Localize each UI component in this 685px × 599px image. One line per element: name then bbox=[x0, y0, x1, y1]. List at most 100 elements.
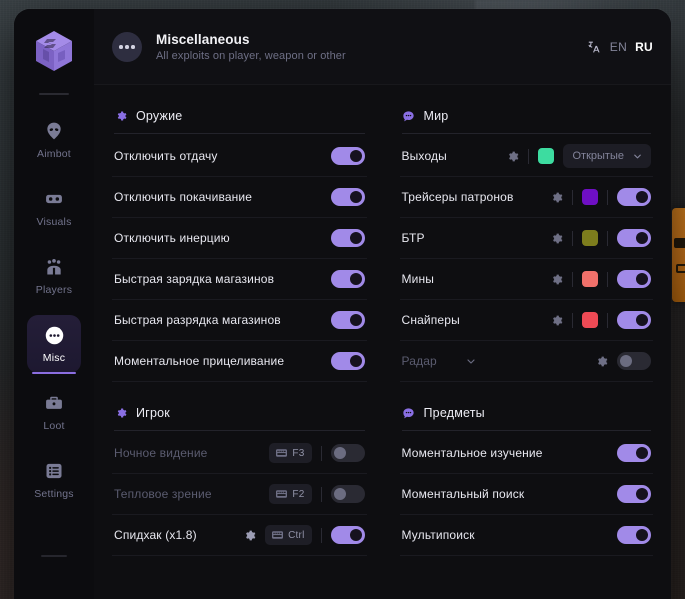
settings-gear-icon[interactable] bbox=[550, 232, 563, 245]
keybind-label: F2 bbox=[292, 488, 305, 500]
toggle-switch[interactable] bbox=[617, 485, 651, 503]
settings-gear-icon[interactable] bbox=[550, 273, 563, 286]
toggle-switch[interactable] bbox=[617, 526, 651, 544]
color-swatch[interactable] bbox=[582, 230, 598, 246]
toggle-switch[interactable] bbox=[617, 444, 651, 462]
toggle-switch[interactable] bbox=[617, 270, 651, 288]
row-controls bbox=[330, 311, 365, 329]
keybind-label: Ctrl bbox=[288, 529, 305, 541]
right-column: Мир Выходы bbox=[383, 85, 654, 599]
sidebar-item-misc[interactable]: Misc bbox=[27, 315, 81, 374]
section-rule bbox=[114, 430, 365, 431]
keybind-chip[interactable]: F3 bbox=[269, 443, 312, 463]
briefcase-icon bbox=[43, 392, 65, 414]
keybind-chip[interactable]: Ctrl bbox=[265, 525, 312, 545]
row-controls bbox=[617, 526, 651, 544]
settings-gear-icon[interactable] bbox=[243, 529, 256, 542]
separator bbox=[607, 189, 608, 205]
row-controls: F2 bbox=[269, 484, 365, 504]
section-rule bbox=[114, 133, 365, 134]
language-switcher[interactable]: EN RU bbox=[586, 39, 653, 55]
alien-icon bbox=[43, 120, 65, 142]
sidebar-item-aimbot[interactable]: Aimbot bbox=[27, 111, 81, 169]
background-app-orange[interactable] bbox=[672, 208, 685, 302]
bubble-icon bbox=[402, 407, 415, 420]
toggle-switch[interactable] bbox=[617, 229, 651, 247]
toggle-switch[interactable] bbox=[330, 147, 365, 165]
header-text: Miscellaneous All exploits on player, we… bbox=[156, 32, 346, 62]
content-area: Miscellaneous All exploits on player, we… bbox=[94, 9, 671, 599]
row-label: Снайперы bbox=[401, 313, 460, 327]
sidebar-item-label: Misc bbox=[42, 352, 66, 364]
row-controls bbox=[550, 229, 651, 247]
gear-icon bbox=[114, 110, 127, 123]
sidebar-item-visuals[interactable]: Visuals bbox=[27, 179, 81, 237]
settings-body: Оружие Отключить отдачу Отключить покачи… bbox=[94, 85, 671, 599]
language-option-en[interactable]: EN bbox=[609, 40, 628, 54]
cheat-menu-window: Aimbot Visuals Players bbox=[14, 9, 671, 599]
sg-cube-logo bbox=[26, 23, 82, 79]
expand-chevron-icon[interactable] bbox=[465, 355, 477, 367]
page-header: Miscellaneous All exploits on player, we… bbox=[94, 9, 671, 85]
separator bbox=[320, 486, 322, 502]
row-weapon-5: Моментальное прицеливание bbox=[112, 341, 367, 382]
color-swatch[interactable] bbox=[582, 189, 598, 205]
color-swatch[interactable] bbox=[537, 148, 554, 164]
language-option-ru[interactable]: RU bbox=[635, 40, 653, 54]
section-rule bbox=[401, 430, 651, 431]
color-swatch[interactable] bbox=[582, 312, 598, 328]
keyboard-icon bbox=[272, 531, 284, 539]
section-player: Игрок Ночное видение bbox=[112, 398, 367, 556]
background-app-box bbox=[676, 264, 685, 273]
toggle-switch[interactable] bbox=[330, 311, 365, 329]
chevron-down-icon bbox=[632, 151, 643, 162]
sidebar-item-label: Aimbot bbox=[37, 148, 71, 160]
row-weapon-4: Быстрая разрядка магазинов bbox=[112, 300, 367, 341]
section-weapon: Оружие Отключить отдачу Отключить покачи… bbox=[112, 101, 367, 382]
section-header: Мир bbox=[400, 101, 654, 133]
row-items-1: Моментальный поиск bbox=[399, 474, 653, 515]
sidebar-item-settings[interactable]: Settings bbox=[27, 451, 81, 509]
row-player-1: Тепловое зрение bbox=[112, 474, 367, 515]
row-label: Мины bbox=[401, 272, 435, 286]
left-column: Оружие Отключить отдачу Отключить покачи… bbox=[112, 85, 383, 599]
row-weapon-0: Отключить отдачу bbox=[112, 136, 367, 177]
row-controls bbox=[330, 188, 365, 206]
toggle-switch[interactable] bbox=[617, 352, 651, 370]
toggle-switch[interactable] bbox=[330, 229, 365, 247]
settings-gear-icon[interactable] bbox=[550, 191, 563, 204]
row-world-0: Выходы Открытые bbox=[399, 136, 653, 177]
settings-gear-icon[interactable] bbox=[506, 150, 519, 163]
goggles-icon bbox=[43, 188, 65, 210]
sidebar-divider-top bbox=[39, 93, 69, 95]
color-swatch[interactable] bbox=[582, 271, 598, 287]
section-header: Оружие bbox=[112, 101, 367, 133]
separator bbox=[572, 230, 573, 246]
settings-gear-icon[interactable] bbox=[595, 355, 608, 368]
toggle-switch[interactable] bbox=[330, 526, 365, 544]
sidebar: Aimbot Visuals Players bbox=[14, 9, 94, 599]
section-title: Оружие bbox=[136, 109, 183, 123]
toggle-switch[interactable] bbox=[330, 270, 365, 288]
sidebar-item-players[interactable]: Players bbox=[27, 247, 81, 305]
settings-gear-icon[interactable] bbox=[550, 314, 563, 327]
toggle-switch[interactable] bbox=[330, 444, 365, 462]
toggle-switch[interactable] bbox=[330, 352, 365, 370]
separator bbox=[572, 312, 573, 328]
keybind-chip[interactable]: F2 bbox=[269, 484, 312, 504]
row-weapon-3: Быстрая зарядка магазинов bbox=[112, 259, 367, 300]
section-title: Мир bbox=[423, 109, 449, 123]
row-controls bbox=[550, 311, 651, 329]
toggle-switch[interactable] bbox=[330, 188, 365, 206]
row-player-0: Ночное видение bbox=[112, 433, 367, 474]
toggle-switch[interactable] bbox=[617, 311, 651, 329]
mode-select[interactable]: Открытые bbox=[562, 144, 651, 168]
toggle-switch[interactable] bbox=[617, 188, 651, 206]
separator bbox=[572, 271, 573, 287]
separator bbox=[607, 230, 608, 246]
toggle-switch[interactable] bbox=[330, 485, 365, 503]
separator bbox=[572, 189, 573, 205]
row-label: Выходы bbox=[401, 149, 447, 163]
sidebar-item-loot[interactable]: Loot bbox=[27, 383, 81, 441]
row-items-0: Моментальное изучение bbox=[399, 433, 653, 474]
